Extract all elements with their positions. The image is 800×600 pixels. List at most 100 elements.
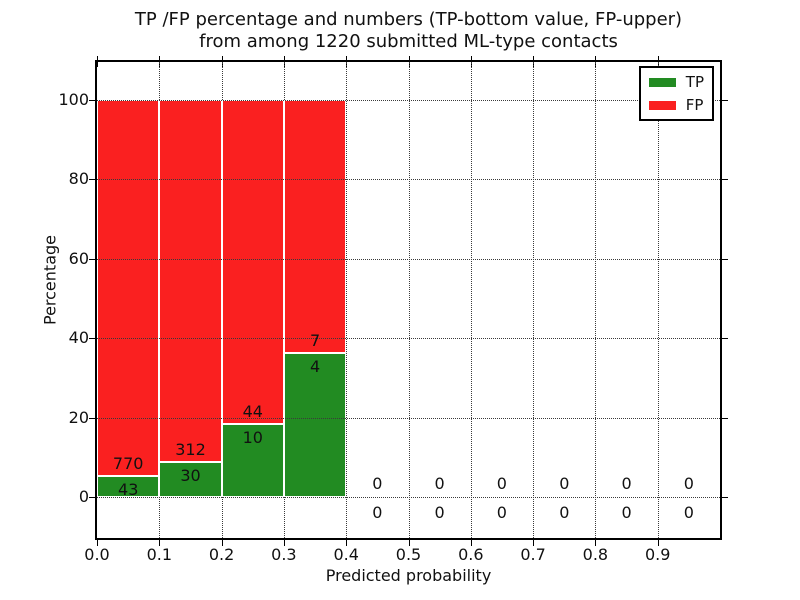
- tp-bar-segment: [97, 476, 160, 497]
- x-tick-label: 0.4: [333, 545, 359, 564]
- y-tick: [89, 338, 95, 340]
- legend-item-tp: TP: [648, 73, 704, 91]
- x-tick-top: [595, 56, 597, 67]
- tp-count-label: 0: [559, 503, 570, 522]
- tp-count-label: 30: [180, 466, 201, 486]
- horizontal-gridlines: [97, 62, 720, 538]
- y-tick-label: 0: [78, 487, 89, 506]
- tp-count-label: 10: [242, 427, 263, 447]
- x-tick-top: [159, 56, 161, 67]
- fp-count-label: 44: [242, 401, 263, 421]
- y-tick: [89, 497, 95, 498]
- h-gridline: [97, 497, 720, 498]
- tp-count-label: 0: [496, 503, 507, 522]
- x-tick-label: 0.9: [644, 545, 671, 564]
- legend-label-fp: FP: [685, 96, 704, 114]
- tp-bar-segment: [221, 423, 284, 497]
- x-tick: [283, 540, 285, 546]
- y-tick-right: [722, 100, 728, 101]
- v-gridline: [657, 62, 659, 538]
- x-tick-label: 0.5: [395, 545, 422, 564]
- v-gridline: [595, 62, 597, 538]
- x-tick-top: [470, 56, 472, 67]
- x-tick-top: [408, 56, 410, 67]
- v-gridline: [408, 62, 410, 538]
- tp-count-label: 4: [310, 356, 321, 376]
- tp-count-label: 0: [621, 503, 632, 522]
- x-tick-label: 0.7: [520, 545, 546, 564]
- fp-bar-segment: [283, 100, 347, 353]
- h-gridline: [97, 100, 720, 101]
- tp-count-label: 0: [683, 503, 694, 522]
- x-tick: [97, 540, 98, 546]
- y-tick-label: 60: [68, 248, 89, 268]
- x-tick-label: 0.0: [84, 545, 110, 564]
- tp-bar-segment: [159, 462, 222, 497]
- bars-layer: [97, 62, 720, 538]
- fp-count-label: 0: [372, 474, 383, 493]
- x-tick: [221, 540, 223, 546]
- x-tick-label: 0.8: [582, 545, 609, 564]
- fp-count-label: 312: [175, 440, 206, 460]
- chart-title-line1: TP /FP percentage and numbers (TP-bottom…: [134, 9, 683, 30]
- y-tick-right: [722, 338, 728, 340]
- fp-swatch-icon: [648, 100, 676, 110]
- fp-count-label: 0: [559, 474, 570, 493]
- y-tick: [89, 417, 95, 419]
- v-gridline: [533, 62, 535, 538]
- x-tick-label: 0.3: [271, 545, 297, 564]
- tp-count-label: 0: [372, 503, 383, 522]
- y-tick-right: [722, 417, 728, 419]
- y-tick: [89, 258, 95, 260]
- v-gridline: [346, 62, 348, 538]
- plot-area: 770 43 312 30 44 10 7 4 0 0 0 0 0 0 0 0 0 0 0 0 TP FP: [95, 60, 722, 540]
- tp-count-label: 43: [118, 480, 139, 499]
- y-tick: [89, 100, 95, 101]
- x-tick: [408, 540, 410, 546]
- bar-count-labels: 770 43 312 30 44 10 7 4 0 0 0 0 0 0 0 0 0 0 0 0: [97, 62, 720, 538]
- y-tick-right: [722, 258, 728, 260]
- x-tick-label: 0.1: [146, 545, 173, 564]
- legend: TP FP: [638, 66, 714, 121]
- h-gridline: [97, 417, 720, 419]
- x-tick: [657, 540, 659, 546]
- h-gridline: [97, 258, 720, 260]
- tp-count-label: 0: [434, 503, 445, 522]
- y-tick-label: 100: [58, 90, 89, 109]
- x-tick-top: [533, 56, 535, 67]
- x-tick: [470, 540, 472, 546]
- fp-count-label: 0: [621, 474, 632, 493]
- fp-count-label: 0: [434, 474, 445, 493]
- y-tick-label: 20: [68, 407, 89, 427]
- h-gridline: [97, 338, 720, 340]
- x-tick: [595, 540, 597, 546]
- y-tick-label: 80: [68, 169, 89, 189]
- fp-bar-segment: [97, 100, 160, 476]
- fp-count-label: 770: [112, 454, 144, 473]
- chart-title-line2: from among 1220 submitted ML-type contac…: [199, 31, 618, 52]
- y-tick-right: [722, 497, 728, 498]
- fp-bar-segment: [159, 100, 222, 463]
- tp-swatch-icon: [648, 77, 676, 87]
- x-tick: [346, 540, 348, 546]
- x-tick-top: [97, 56, 98, 67]
- fp-count-label: 7: [310, 330, 321, 350]
- v-gridline: [470, 62, 472, 538]
- x-tick: [533, 540, 535, 546]
- x-tick-top: [221, 56, 223, 67]
- x-tick-top: [657, 56, 659, 67]
- fp-bar-segment: [221, 100, 284, 424]
- x-tick-top: [283, 56, 285, 67]
- legend-label-tp: TP: [685, 73, 704, 91]
- fp-count-label: 0: [496, 474, 507, 493]
- fp-count-label: 0: [683, 474, 694, 493]
- y-tick-label: 40: [68, 328, 89, 348]
- h-gridline: [97, 179, 720, 181]
- y-tick-right: [722, 179, 728, 181]
- legend-item-fp: FP: [648, 96, 704, 114]
- x-tick: [159, 540, 161, 546]
- x-axis-label: Predicted probability: [325, 566, 492, 585]
- x-tick-top: [346, 56, 348, 67]
- x-tick-label: 0.6: [458, 545, 484, 564]
